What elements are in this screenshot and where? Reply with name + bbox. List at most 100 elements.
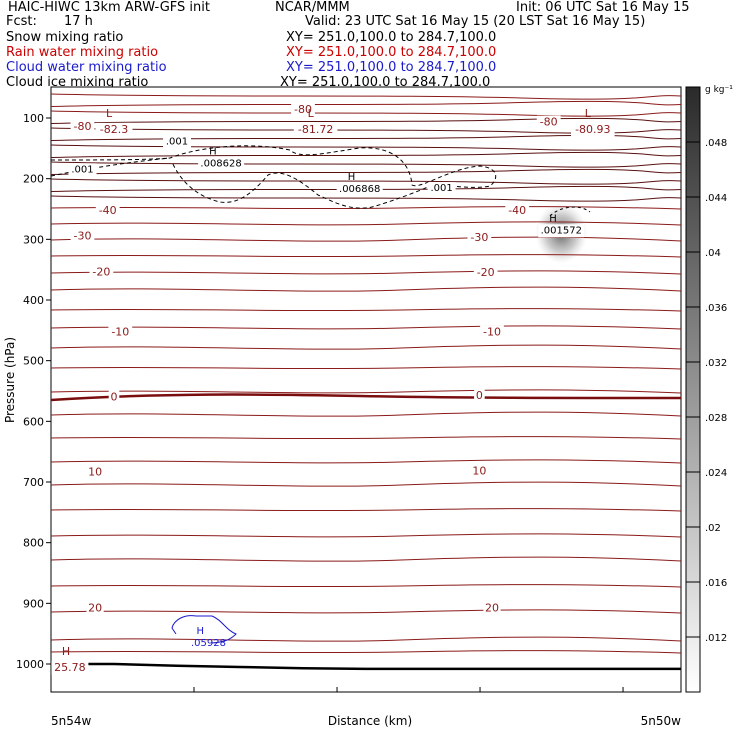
temp-extremum-value: -80.93 — [575, 123, 610, 136]
isotherm-line — [50, 185, 682, 192]
field-xy-cloud-ice: XY= 251.0,100.0 to 284.7,100.0 — [280, 75, 491, 90]
isotherm-label: 0 — [476, 389, 483, 402]
isotherm-line — [50, 236, 682, 242]
y-tick-label: 800 — [23, 537, 44, 550]
isotherm-label: -30 — [470, 231, 488, 244]
isotherm-line — [50, 508, 682, 512]
isotherm-label: -40 — [508, 204, 526, 217]
temp-extremum-marker: L — [585, 107, 592, 120]
y-tick-label: 900 — [23, 597, 44, 610]
colorbar-tick-label: .048 — [705, 138, 727, 149]
label-mask — [70, 229, 95, 244]
isotherm-label: 20 — [88, 602, 102, 615]
header-fcst-value: 17 h — [64, 14, 93, 29]
colorbar-tick-label: .02 — [705, 523, 721, 534]
label-mask — [571, 122, 615, 137]
header-title: HAIC-HIWC 13km ARW-GFS init — [8, 0, 210, 15]
label-mask — [163, 135, 191, 149]
x-endpoint-right: 5n50w — [641, 714, 682, 728]
isotherm-line — [50, 286, 682, 292]
isotherm-line — [50, 636, 682, 642]
y-tick-label: 100 — [23, 112, 44, 125]
label-mask — [86, 465, 104, 480]
cloud-ice-contour-label: .001 — [430, 183, 452, 194]
field-xy-cloud-water: XY= 251.0,100.0 to 284.7,100.0 — [286, 60, 497, 75]
isotherm-line — [50, 206, 682, 210]
isotherm-label: -10 — [483, 326, 501, 339]
label-mask — [470, 464, 488, 479]
x-endpoint-left: 5n54w — [51, 714, 92, 728]
isotherm-label: -80 — [74, 120, 92, 133]
colorbar-tick-label: .032 — [705, 358, 727, 369]
isotherm-line — [50, 344, 682, 350]
isotherm-line — [50, 533, 682, 538]
isotherm-label: 0 — [111, 390, 118, 403]
isotherm-line — [50, 584, 682, 588]
y-tick-label: 600 — [23, 415, 44, 428]
y-axis-title: Pressure (hPa) — [3, 337, 17, 423]
isotherm-zero-line — [50, 393, 682, 402]
isotherm-line — [50, 117, 682, 124]
isotherm-line — [50, 459, 682, 464]
colorbar — [685, 86, 701, 693]
field-xy-snow: XY= 251.0,100.0 to 284.7,100.0 — [286, 30, 497, 45]
isotherm-label: -20 — [92, 265, 110, 278]
isotherm-line — [50, 308, 682, 312]
y-tick-label: 700 — [23, 476, 44, 489]
label-mask — [473, 266, 498, 281]
label-mask — [198, 157, 245, 171]
y-tick-label: 500 — [23, 355, 44, 368]
label-mask — [86, 601, 104, 616]
label-mask — [68, 163, 97, 177]
field-name-cloud-ice: Cloud ice mixing ratio — [6, 75, 149, 90]
isotherm-line — [50, 411, 682, 417]
cloud-ice-max-marker: H — [348, 172, 356, 183]
temp-extremum-marker: H — [62, 645, 70, 658]
isotherm-line — [50, 389, 682, 394]
isotherm-line — [50, 556, 682, 562]
temp-extremum-marker: L — [106, 107, 113, 120]
label-mask — [108, 325, 133, 340]
isotherm-label: 10 — [88, 466, 102, 479]
label-mask — [474, 389, 485, 404]
label-mask — [95, 204, 120, 219]
label-mask — [467, 230, 492, 245]
colorbar-tick-label: .04 — [705, 248, 721, 259]
label-mask — [427, 182, 456, 196]
isotherm-line — [50, 221, 682, 226]
isotherm-label: -20 — [477, 266, 495, 279]
temp-extremum-value: 25.78 — [54, 661, 86, 674]
isotherm-label: -30 — [74, 230, 92, 243]
isotherm-label: -80 — [540, 116, 558, 129]
isotherm-line — [50, 195, 682, 202]
cloud-ice-max-marker: H — [209, 147, 217, 158]
header-init: Init: 06 UTC Sat 16 May 15 — [516, 0, 690, 15]
isotherm-line — [50, 325, 682, 330]
cloud-ice-contour — [50, 145, 497, 209]
isotherm-line — [50, 93, 682, 100]
label-mask — [336, 183, 383, 197]
isotherm-line — [50, 161, 682, 168]
label-mask — [95, 122, 133, 137]
header-fcst-label: Fcst: — [6, 14, 37, 29]
y-tick-label: 200 — [23, 173, 44, 186]
isotherm-line — [50, 481, 682, 487]
label-mask — [536, 115, 561, 130]
label-mask — [483, 601, 501, 616]
label-mask — [505, 204, 530, 219]
colorbar-tick-label: .024 — [705, 468, 727, 479]
cloud-water-contour — [171, 615, 237, 644]
isotherm-label: -80 — [294, 103, 312, 116]
label-mask — [291, 102, 315, 117]
cloud-ice-contour-label: .001 — [71, 164, 93, 175]
isotherm-label: -40 — [99, 204, 117, 217]
field-name-cloud-water: Cloud water mixing ratio — [6, 60, 167, 75]
isotherm-line — [50, 609, 682, 614]
temp-extremum-marker: L — [308, 107, 315, 120]
colorbar-tick-label: .044 — [705, 193, 727, 204]
isotherm-label: 20 — [485, 602, 499, 615]
colorbar-tick-label: .028 — [705, 413, 727, 424]
snow-max-marker: H — [549, 213, 557, 224]
colorbar-tick-label: .036 — [705, 303, 727, 314]
